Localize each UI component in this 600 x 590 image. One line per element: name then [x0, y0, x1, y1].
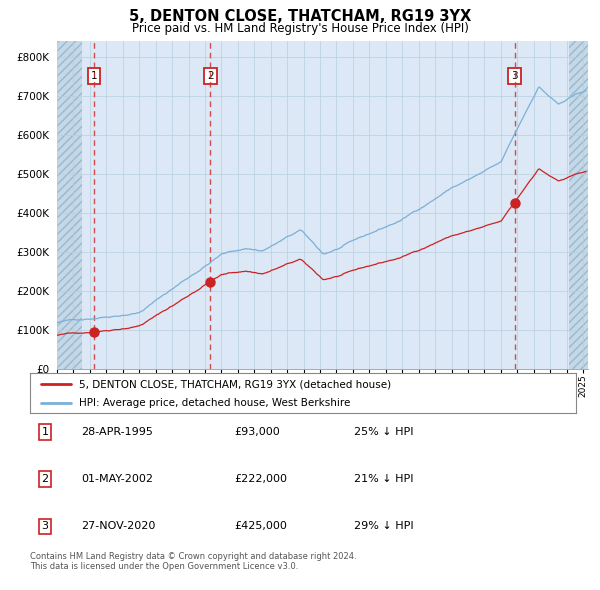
Text: 1: 1 — [41, 427, 49, 437]
Text: Price paid vs. HM Land Registry's House Price Index (HPI): Price paid vs. HM Land Registry's House … — [131, 22, 469, 35]
Text: 2: 2 — [41, 474, 49, 484]
Text: 29% ↓ HPI: 29% ↓ HPI — [354, 522, 413, 531]
Text: 28-APR-1995: 28-APR-1995 — [81, 427, 153, 437]
Text: 2: 2 — [207, 71, 214, 81]
Text: £93,000: £93,000 — [234, 427, 280, 437]
Text: £425,000: £425,000 — [234, 522, 287, 531]
Text: 3: 3 — [511, 71, 518, 81]
Text: 21% ↓ HPI: 21% ↓ HPI — [354, 474, 413, 484]
Text: 5, DENTON CLOSE, THATCHAM, RG19 3YX: 5, DENTON CLOSE, THATCHAM, RG19 3YX — [129, 9, 471, 24]
Text: 27-NOV-2020: 27-NOV-2020 — [81, 522, 155, 531]
Text: £222,000: £222,000 — [234, 474, 287, 484]
Text: 1: 1 — [91, 71, 97, 81]
Text: 5, DENTON CLOSE, THATCHAM, RG19 3YX (detached house): 5, DENTON CLOSE, THATCHAM, RG19 3YX (det… — [79, 379, 391, 389]
Text: 25% ↓ HPI: 25% ↓ HPI — [354, 427, 413, 437]
Text: Contains HM Land Registry data © Crown copyright and database right 2024.
This d: Contains HM Land Registry data © Crown c… — [30, 552, 356, 571]
Text: HPI: Average price, detached house, West Berkshire: HPI: Average price, detached house, West… — [79, 398, 350, 408]
Text: 3: 3 — [41, 522, 49, 531]
Text: 01-MAY-2002: 01-MAY-2002 — [81, 474, 153, 484]
